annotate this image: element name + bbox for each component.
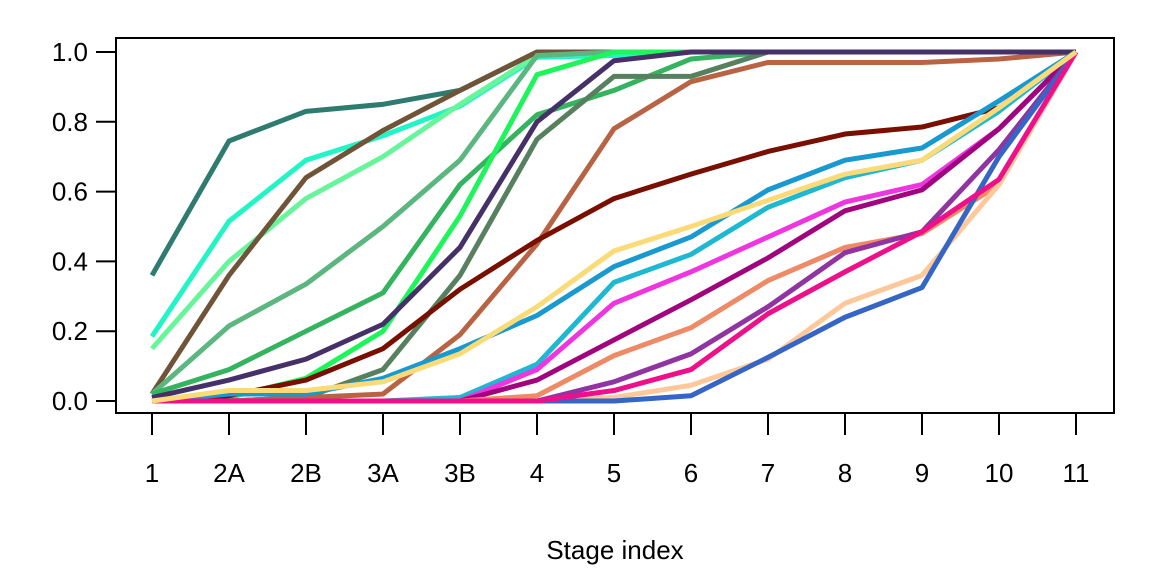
series-line-21 xyxy=(151,49,1078,404)
series-line-1 xyxy=(149,49,1076,277)
x-tick-label: 10 xyxy=(985,458,1014,488)
x-tick-label: 2B xyxy=(290,458,322,488)
x-tick-label: 8 xyxy=(838,458,852,488)
x-tick-label: 1 xyxy=(145,458,159,488)
series-line-20 xyxy=(152,50,1079,404)
series-line-11 xyxy=(151,49,1078,404)
x-tick-label: 2A xyxy=(213,458,245,488)
y-tick-label: 0.6 xyxy=(52,177,88,207)
x-tick-label: 9 xyxy=(915,458,929,488)
series-line-9 xyxy=(152,49,1077,404)
y-tick-label: 1.0 xyxy=(52,37,88,67)
x-tick-label: 6 xyxy=(684,458,698,488)
x-tick-label: 4 xyxy=(530,458,544,488)
x-tick-label: 7 xyxy=(761,458,775,488)
series-line-10 xyxy=(151,49,1076,400)
y-tick-label: 0.2 xyxy=(52,316,88,346)
series-line-13 xyxy=(151,49,1078,404)
x-tick-label: 3A xyxy=(367,458,399,488)
y-tick-label: 0.0 xyxy=(52,386,88,416)
y-tick-label: 0.8 xyxy=(52,107,88,137)
series-line-16 xyxy=(152,50,1079,404)
x-axis-label: Stage index xyxy=(546,535,683,565)
x-tick-label: 3B xyxy=(444,458,476,488)
y-tick-label: 0.4 xyxy=(52,246,88,276)
x-tick-label: 5 xyxy=(607,458,621,488)
x-tick-label: 11 xyxy=(1063,458,1090,488)
